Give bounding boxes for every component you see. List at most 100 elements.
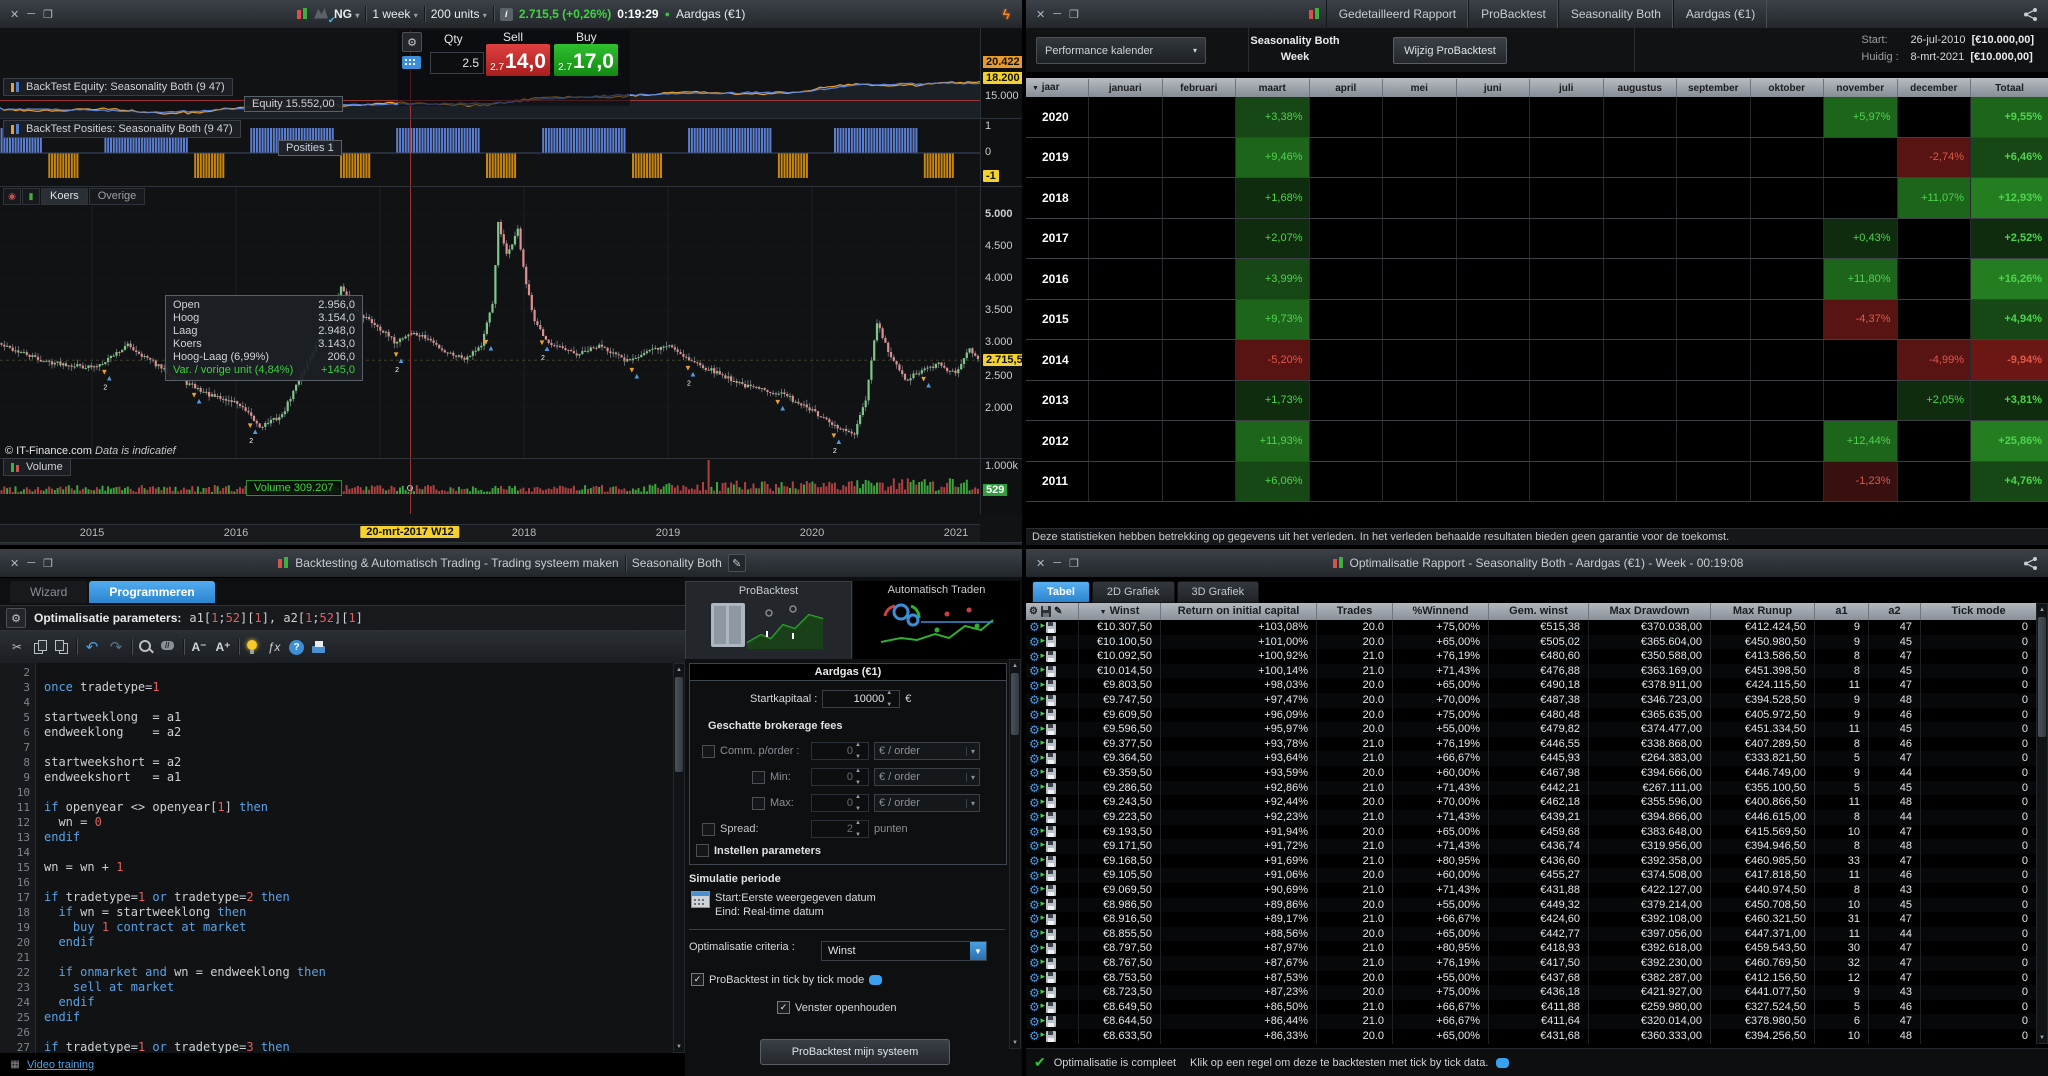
run-backtest-icon[interactable]: ⚙ — [1029, 884, 1045, 896]
table-settings-icon[interactable]: ⚙ — [1029, 606, 1038, 617]
tab-2d-grafiek[interactable]: 2D Grafiek — [1091, 581, 1175, 603]
maximize-icon[interactable]: ❐ — [43, 8, 53, 21]
optimization-result-row[interactable]: ⚙ €8.644,50+86,44%21.0+66,67%€411,64€320.… — [1026, 1014, 2036, 1030]
run-backtest-icon[interactable]: ⚙ — [1029, 1016, 1045, 1028]
run-backtest-icon[interactable]: ⚙ — [1029, 840, 1045, 852]
save-row-icon[interactable] — [1046, 884, 1056, 896]
minimize-icon[interactable]: ─ — [1053, 557, 1062, 569]
run-backtest-icon[interactable]: ⚙ — [1029, 680, 1045, 692]
panel-divider[interactable] — [0, 458, 1022, 459]
save-row-icon[interactable] — [1046, 694, 1056, 706]
timeframe-dropdown[interactable]: 1 week ▾ — [372, 7, 418, 21]
maximize-icon[interactable]: ❐ — [1069, 8, 1079, 21]
run-backtest-icon[interactable]: ⚙ — [1029, 782, 1045, 794]
optimization-result-row[interactable]: ⚙ €9.286,50+92,86%21.0+71,43%€442,21€267.… — [1026, 780, 2036, 796]
save-row-icon[interactable] — [1046, 621, 1056, 633]
optimization-result-row[interactable]: ⚙ €8.753,50+87,53%20.0+55,00%€437,68€382.… — [1026, 970, 2036, 986]
run-backtest-icon[interactable]: ⚙ — [1029, 870, 1045, 882]
minimize-icon[interactable]: ─ — [27, 8, 36, 20]
volume-panel-label[interactable]: Volume — [3, 458, 71, 476]
run-backtest-icon[interactable]: ⚙ — [1029, 928, 1045, 940]
column-header[interactable]: a2 — [1868, 603, 1920, 620]
price-axis[interactable]: 20.422 18.200 15.000 1 0 -1 5.000 4.500 … — [980, 28, 1022, 514]
seasonality-table-header[interactable]: ▼ jaar januari februari maart april mei juni ju… — [1026, 78, 2048, 98]
performance-kalender-dropdown[interactable]: Performance kalender ▾ — [1036, 37, 1206, 64]
run-backtest-icon[interactable]: ⚙ — [1029, 767, 1045, 779]
save-row-icon[interactable] — [1046, 928, 1056, 940]
column-header-month[interactable]: april — [1308, 78, 1383, 98]
chart-type-icon[interactable]: ✔ — [314, 7, 336, 25]
functions-icon[interactable]: ƒx — [267, 640, 281, 654]
run-backtest-icon[interactable]: ⚙ — [1029, 811, 1045, 823]
font-larger-icon[interactable]: A⁺ — [215, 640, 231, 654]
maximize-icon[interactable]: ❐ — [1069, 557, 1079, 570]
tab-tabel[interactable]: Tabel — [1032, 581, 1090, 603]
run-backtest-icon[interactable]: ⚙ — [1029, 987, 1045, 999]
sell-button[interactable]: 2.7 14,0 — [486, 44, 550, 76]
code-editor[interactable]: 2 3 4 5 6 7 8 9 10 11 12 13 14 15 16 17 18 19 20 21 22 23 24 25… — [0, 663, 673, 1053]
column-header[interactable]: Max Runup — [1710, 603, 1814, 620]
qty-input[interactable]: 2.5 — [430, 52, 484, 74]
save-row-icon[interactable] — [1046, 913, 1056, 925]
column-header-month[interactable]: november — [1823, 78, 1897, 98]
tab-koers[interactable]: Koers — [41, 188, 88, 205]
optimization-result-row[interactable]: ⚙ €9.364,50+93,64%21.0+66,67%€445,93€264.… — [1026, 751, 2036, 767]
panel-scrollbar[interactable]: ▲ ▼ — [1009, 659, 1021, 1049]
trade-settings-icon[interactable]: ⚙ — [402, 32, 422, 52]
save-row-icon[interactable] — [1046, 987, 1056, 999]
minimize-icon[interactable]: ─ — [1053, 8, 1062, 20]
save-row-icon[interactable] — [1046, 665, 1056, 677]
search-icon[interactable] — [138, 639, 154, 655]
spread-input[interactable]: 2 — [811, 820, 869, 838]
save-row-icon[interactable] — [1046, 724, 1056, 736]
save-row-icon[interactable] — [1046, 753, 1056, 765]
params-value[interactable]: a1[1;52][1], a2[1;52][1] — [189, 611, 363, 625]
column-header-month[interactable]: juni — [1455, 78, 1530, 98]
panel-divider[interactable] — [0, 118, 1022, 119]
run-backtest-icon[interactable]: ⚙ — [1029, 694, 1045, 706]
run-backtest-icon[interactable]: ⚙ — [1029, 797, 1045, 809]
close-icon[interactable]: ✕ — [10, 8, 20, 21]
run-backtest-icon[interactable]: ⚙ — [1029, 899, 1045, 911]
run-backtest-icon[interactable]: ⚙ — [1029, 738, 1045, 750]
export-icon[interactable] — [1040, 606, 1051, 617]
save-row-icon[interactable] — [1046, 855, 1056, 867]
column-header[interactable]: Return on initial capital — [1160, 603, 1316, 620]
tab-gedetailleerd-rapport[interactable]: Gedetailleerd Rapport — [1325, 0, 1468, 28]
optimization-result-row[interactable]: ⚙ €8.855,50+88,56%20.0+65,00%€442,77€397.… — [1026, 926, 2036, 942]
buy-button[interactable]: 2.7 17,0 — [554, 44, 618, 76]
column-header-month[interactable]: augustus — [1602, 78, 1677, 98]
chart-area[interactable]: ▼▲2▼▲▼▲2▼▲▼▲2▼▲▼▲2▼▲▼▲2▼▲▼▲2▼▲ BackTest … — [0, 28, 1022, 545]
save-row-icon[interactable] — [1046, 680, 1056, 692]
column-header-month[interactable]: maart — [1235, 78, 1309, 98]
optimization-result-row[interactable]: ⚙ €8.767,50+87,67%21.0+76,19%€417,50€392.… — [1026, 956, 2036, 971]
column-header-month[interactable]: december — [1896, 78, 1971, 98]
candlestick-style-icon[interactable] — [295, 7, 308, 22]
run-backtest-icon[interactable]: ⚙ — [1029, 724, 1045, 736]
run-backtest-icon[interactable]: ⚙ — [1029, 855, 1045, 867]
comment-icon[interactable] — [160, 639, 177, 655]
edit-icon[interactable]: ✎ — [727, 554, 746, 572]
video-training-link[interactable]: Video training — [27, 1058, 95, 1071]
optimization-result-row[interactable]: ⚙ €8.986,50+89,86%20.0+55,00%€449,32€379.… — [1026, 897, 2036, 913]
column-header-month[interactable]: januari — [1088, 78, 1162, 98]
tips-icon[interactable] — [245, 639, 259, 655]
cut-icon[interactable]: ✂ — [11, 640, 23, 654]
tab-3d-grafiek[interactable]: 3D Grafiek — [1176, 581, 1260, 603]
save-row-icon[interactable] — [1046, 943, 1056, 955]
undo-icon[interactable]: ↶ — [85, 639, 99, 656]
optimization-result-row[interactable]: ⚙ €8.633,50+86,33%20.0+65,00%€431,68€360.… — [1026, 1029, 2036, 1044]
optimization-result-row[interactable]: ⚙ €9.105,50+91,06%20.0+60,00%€455,27€374.… — [1026, 868, 2036, 883]
save-row-icon[interactable] — [1046, 840, 1056, 852]
optimization-result-row[interactable]: ⚙ €9.596,50+95,97%20.0+55,00%€479,82€374.… — [1026, 722, 2036, 737]
save-row-icon[interactable] — [1046, 972, 1056, 984]
optimization-result-row[interactable]: ⚙ €8.649,50+86,50%21.0+66,67%€411,88€259.… — [1026, 999, 2036, 1015]
alert-icon[interactable]: ◉ — [3, 188, 21, 205]
optimization-result-row[interactable]: ⚙ €10.014,50+100,14%21.0+71,43%€476,88€36… — [1026, 663, 2036, 679]
run-probacktest-button[interactable]: ProBacktest mijn systeem — [760, 1039, 950, 1065]
optimization-result-row[interactable]: ⚙ €9.243,50+92,44%20.0+70,00%€462,18€355.… — [1026, 795, 2036, 810]
save-row-icon[interactable] — [1046, 782, 1056, 794]
tab-instrument[interactable]: Aardgas (€1) — [1672, 0, 1767, 28]
help-icon[interactable]: ? — [289, 639, 304, 655]
column-header[interactable]: Tick mode — [1920, 603, 2036, 620]
